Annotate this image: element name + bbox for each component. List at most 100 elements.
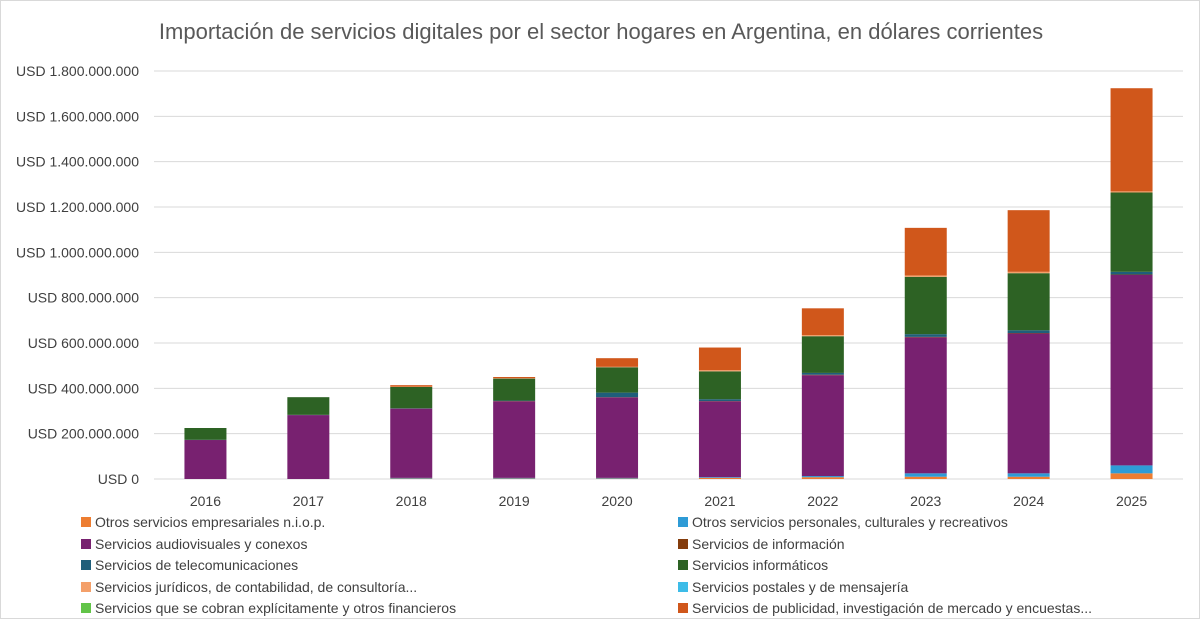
bar-segment (698, 477, 741, 479)
legend-swatch (678, 581, 688, 592)
bar-segment (1007, 473, 1050, 477)
bar-segment (904, 227, 947, 276)
legend-swatch (678, 603, 688, 613)
legend-item: Servicios de publicidad, investigación d… (678, 599, 1092, 617)
legend-item: Otros servicios personales, culturales y… (678, 513, 1008, 531)
y-tick-label: USD 1.000.000.000 (16, 244, 139, 260)
y-tick-label: USD 200.000.000 (28, 426, 140, 442)
y-tick-label: USD 1.200.000.000 (16, 199, 139, 215)
legend-label: Servicios que se cobran explícitamente y… (95, 600, 457, 616)
x-tick-label: 2018 (396, 493, 427, 509)
legend-label: Servicios de información (692, 535, 845, 552)
x-tick-label: 2023 (910, 493, 941, 509)
bar-segment (1110, 473, 1153, 479)
x-tick-label: 2022 (807, 493, 838, 509)
y-tick-label: USD 400.000.000 (28, 380, 140, 396)
chart-title: Importación de servicios digitales por e… (159, 19, 1043, 44)
x-axis-ticks: 2016 2017 2018 2019 2020 2021 2022 2023 2024 2025 (190, 493, 1147, 509)
bar-segment (184, 440, 227, 479)
bar-segment (390, 385, 433, 387)
legend-swatch (678, 517, 688, 527)
bar-segment (493, 378, 536, 401)
legend-item: Otros servicios empresariales n.i.o.p. (81, 513, 325, 531)
bar-segment (1110, 271, 1153, 275)
bar-segment (287, 397, 330, 415)
bar-segment (493, 377, 536, 379)
y-tick-label: USD 600.000.000 (28, 335, 140, 351)
bar-segment (1110, 465, 1153, 474)
bar-segment (596, 367, 639, 393)
bar-segment (1007, 271, 1050, 274)
grid-lines (154, 70, 1183, 480)
x-tick-label: 2025 (1116, 493, 1147, 509)
legend-label: Servicios postales y de mensajería (692, 578, 909, 595)
bar-segment (801, 335, 844, 337)
x-tick-label: 2017 (293, 493, 324, 509)
y-tick-label: USD 800.000.000 (28, 290, 140, 306)
bar-segment (904, 476, 947, 479)
bar-segment (904, 334, 947, 337)
bar-segment (596, 397, 639, 478)
y-tick-label: USD 1.400.000.000 (16, 154, 139, 170)
bar-segment (1007, 476, 1050, 479)
legend-item: Servicios audiovisuales y conexos (81, 535, 307, 553)
x-tick-label: 2019 (499, 493, 530, 509)
bar-segment (698, 401, 741, 478)
legend-swatch (678, 560, 688, 570)
legend-swatch (81, 603, 91, 613)
y-axis-ticks: USD 0 USD 200.000.000 USD 400.000.000 USD 6… (16, 63, 139, 487)
bar-segment (904, 276, 947, 335)
y-tick-label: USD 1.600.000.000 (16, 108, 139, 124)
bar-segment (287, 415, 330, 479)
bar-segment (596, 477, 639, 479)
bar-segment (1007, 330, 1050, 334)
legend-item: Servicios que se cobran explícitamente y… (81, 599, 456, 617)
x-tick-label: 2021 (704, 493, 735, 509)
bar-segment (493, 401, 536, 478)
bar-segment (596, 392, 639, 398)
bar-segment (390, 386, 433, 409)
bar-segment (904, 275, 947, 277)
legend-item: Servicios de telecomunicaciones (81, 556, 298, 574)
bar-segment (801, 372, 844, 375)
bar-segment (1110, 192, 1153, 272)
legend-label: Servicios de telecomunicaciones (95, 557, 299, 573)
legend-swatch (81, 517, 91, 527)
y-tick-label: USD 1.800.000.000 (16, 63, 139, 79)
x-tick-label: 2024 (1013, 493, 1044, 509)
bar-segment (1007, 210, 1050, 272)
bar-segment (1110, 191, 1153, 193)
bar-segment (698, 477, 741, 478)
legend-item: Servicios de información (678, 535, 845, 553)
bar-segment (801, 308, 844, 336)
bar-segment (698, 399, 741, 402)
legend-swatch (81, 538, 91, 549)
legend-label: Servicios jurídicos, de contabilidad, de… (95, 578, 418, 595)
legend-item: Servicios informáticos (678, 556, 828, 574)
legend-swatch (678, 538, 688, 549)
legend-label: Otros servicios empresariales n.i.o.p. (95, 514, 326, 530)
y-tick-label: USD 0 (98, 471, 139, 487)
legend-label: Servicios informáticos (692, 557, 829, 573)
legend-label: Servicios de publicidad, investigación d… (692, 600, 1092, 616)
bar-segment (801, 477, 844, 479)
bar-segment (390, 408, 433, 478)
bar-segment (390, 477, 433, 479)
legend-swatch (81, 581, 91, 592)
legend-item: Servicios jurídicos, de contabilidad, de… (81, 578, 417, 596)
bar-segment (904, 337, 947, 474)
bar-segment (184, 428, 227, 440)
bar-segment (801, 476, 844, 478)
bar-segment (904, 473, 947, 477)
x-tick-label: 2020 (601, 493, 632, 509)
bar-segment (698, 371, 741, 400)
bar-segment (698, 370, 741, 372)
legend-swatch (81, 560, 91, 570)
legend-label: Otros servicios personales, culturales y… (692, 514, 1008, 530)
x-tick-label: 2016 (190, 493, 221, 509)
bar-segment (801, 336, 844, 373)
legend-item: Servicios postales y de mensajería (678, 578, 908, 596)
bar-segment (596, 358, 639, 367)
